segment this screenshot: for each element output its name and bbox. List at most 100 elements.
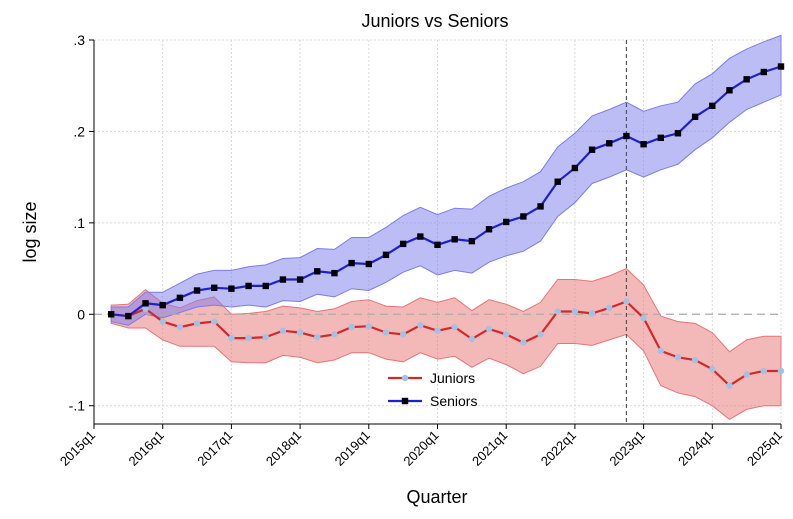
point-juniors: [331, 331, 338, 338]
point-seniors: [726, 87, 733, 94]
x-axis-ticks: 2015q1 2016q1 2017q1 2018q1 2019q1 2020q1 2021…: [57, 424, 785, 469]
point-seniors: [211, 284, 218, 291]
point-juniors: [657, 347, 664, 355]
y-axis-ticks: .3 .2 .1 0 -.1: [69, 32, 94, 414]
point-seniors: [554, 178, 561, 185]
point-juniors: [262, 333, 269, 341]
legend-marker-juniors: [401, 374, 409, 382]
point-juniors: [193, 320, 201, 327]
x-tick-label: 2015q1: [57, 428, 98, 469]
point-seniors: [262, 282, 269, 290]
point-seniors: [125, 312, 132, 320]
point-seniors: [468, 237, 476, 245]
band-seniors: [110, 34, 782, 326]
point-juniors: [348, 323, 355, 331]
x-tick-label: 2018q1: [263, 428, 304, 469]
point-seniors: [279, 276, 287, 283]
point-juniors: [279, 327, 287, 334]
point-seniors: [159, 301, 166, 309]
y-tick-label: -.1: [69, 398, 86, 414]
point-juniors: [520, 339, 527, 346]
point-juniors: [691, 356, 699, 364]
legend: Juniors Seniors: [388, 370, 477, 409]
point-seniors: [571, 164, 579, 172]
point-seniors: [743, 76, 750, 83]
legend-label-juniors: Juniors: [430, 370, 475, 386]
point-juniors: [674, 354, 682, 361]
y-tick-label: .3: [73, 32, 85, 48]
point-juniors: [245, 334, 252, 342]
point-seniors: [709, 102, 716, 110]
x-tick-label: 2022q1: [538, 428, 579, 469]
point-seniors: [623, 132, 630, 140]
point-seniors: [314, 268, 321, 275]
line-juniors: [111, 300, 781, 387]
point-juniors: [176, 323, 184, 331]
chart-title: Juniors vs Seniors: [361, 11, 508, 31]
point-seniors: [142, 300, 149, 307]
point-juniors: [142, 305, 149, 312]
point-seniors: [228, 285, 235, 292]
point-juniors: [606, 304, 613, 312]
legend-marker-seniors: [401, 397, 409, 405]
point-seniors: [382, 251, 390, 259]
point-juniors: [228, 334, 235, 342]
point-seniors: [777, 63, 785, 70]
point-seniors: [588, 146, 596, 153]
point-seniors: [296, 276, 304, 283]
point-seniors: [640, 141, 647, 148]
point-juniors: [743, 371, 750, 378]
series-lines: [111, 65, 782, 387]
point-seniors: [451, 236, 458, 243]
point-seniors: [485, 226, 493, 233]
point-seniors: [674, 130, 682, 137]
point-seniors: [760, 68, 768, 76]
point-seniors: [691, 113, 699, 120]
point-seniors: [434, 241, 441, 248]
point-seniors: [417, 233, 424, 240]
point-seniors: [537, 203, 544, 210]
x-tick-label: 2017q1: [194, 428, 235, 469]
point-seniors: [193, 287, 201, 294]
point-seniors: [657, 134, 664, 142]
y-tick-label: .1: [73, 215, 85, 231]
point-juniors: [296, 329, 304, 336]
legend-label-seniors: Seniors: [430, 393, 477, 409]
point-seniors: [348, 259, 355, 267]
x-tick-label: 2020q1: [400, 428, 441, 469]
point-juniors: [588, 310, 596, 317]
point-juniors: [434, 327, 441, 334]
point-seniors: [331, 269, 338, 277]
x-tick-label: 2021q1: [469, 428, 510, 469]
point-juniors: [451, 323, 458, 331]
x-tick-label: 2024q1: [675, 428, 716, 469]
point-seniors: [107, 311, 115, 318]
point-juniors: [537, 331, 544, 338]
point-juniors: [399, 331, 407, 338]
y-tick-label: .2: [73, 123, 85, 139]
point-juniors: [640, 314, 647, 322]
point-juniors: [468, 335, 476, 343]
point-seniors: [245, 282, 252, 290]
point-juniors: [365, 322, 372, 330]
point-juniors: [760, 367, 768, 375]
x-tick-label: 2025q1: [744, 428, 785, 469]
point-juniors: [503, 331, 510, 338]
point-juniors: [417, 322, 424, 329]
confidence-bands: [110, 34, 782, 421]
point-juniors: [382, 329, 390, 336]
point-juniors: [314, 333, 321, 341]
series-points: [107, 63, 785, 389]
reference-lines: [94, 40, 781, 424]
x-tick-label: 2016q1: [126, 428, 167, 469]
y-axis-label: log size: [20, 201, 40, 262]
point-seniors: [399, 240, 407, 248]
point-seniors: [503, 218, 510, 226]
point-juniors: [726, 382, 733, 389]
point-juniors: [485, 325, 493, 333]
line-seniors: [111, 65, 782, 318]
point-juniors: [777, 367, 785, 375]
x-tick-label: 2023q1: [606, 428, 647, 469]
point-seniors: [176, 294, 184, 302]
point-juniors: [554, 308, 561, 315]
